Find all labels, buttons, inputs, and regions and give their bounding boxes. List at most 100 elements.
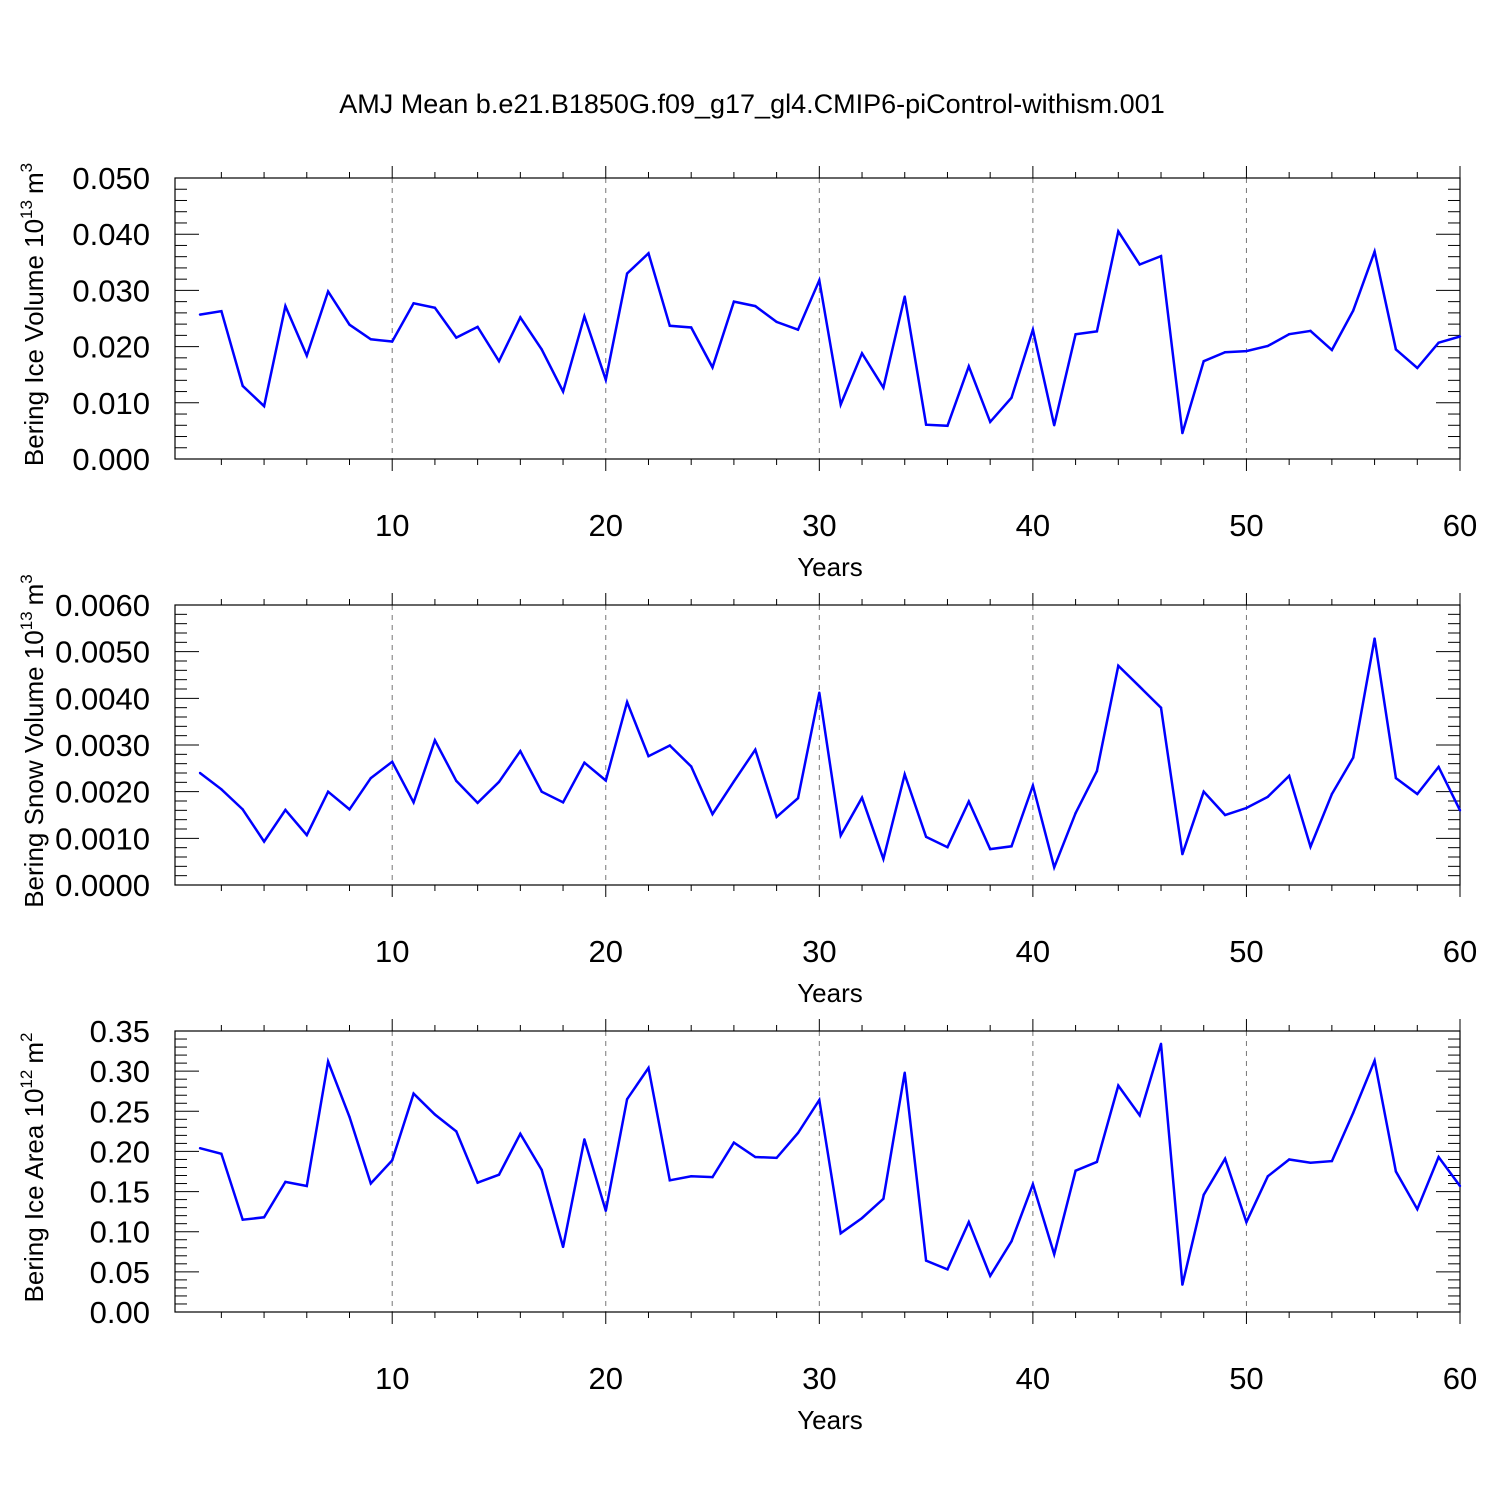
data-point	[1223, 813, 1227, 817]
y-axis-label-ylabel-exp: 13	[17, 200, 36, 219]
y-axis-label-ylabel-main: Bering Snow Volume 10	[19, 630, 49, 908]
data-point	[1287, 1158, 1291, 1161]
data-point	[369, 1182, 373, 1185]
series-line	[199, 638, 1462, 872]
data-point	[924, 835, 928, 839]
data-point	[604, 779, 607, 782]
x-tick-label: 10	[375, 508, 409, 543]
y-axis-label: Bering Ice Area 1012 m2	[17, 1033, 49, 1303]
x-tick-label: 10	[375, 934, 409, 969]
data-point	[860, 1216, 864, 1220]
data-point	[1330, 348, 1334, 352]
y-tick-label: 0.030	[72, 273, 150, 308]
data-point	[1159, 254, 1163, 258]
x-tick-label: 30	[802, 934, 836, 969]
data-point	[967, 365, 971, 368]
data-point	[220, 1152, 223, 1156]
data-point	[369, 776, 373, 780]
data-point	[689, 765, 693, 768]
x-tick-label: 20	[589, 508, 623, 543]
data-point	[818, 691, 821, 694]
data-point	[1223, 351, 1227, 354]
data-point	[476, 1181, 479, 1184]
y-tick-label: 0.15	[90, 1175, 150, 1210]
x-tick-label: 50	[1229, 934, 1263, 969]
data-point	[1202, 790, 1205, 793]
x-tick-label: 30	[802, 508, 836, 543]
data-point	[348, 808, 351, 811]
data-point	[1458, 809, 1462, 812]
snow-volume-panel: 10 20 30 40 50 60 0.0000 0.0010 0.0020 0.0030 0.00…	[17, 574, 1477, 1008]
x-tick-label: 20	[589, 934, 623, 969]
y-tick-label: 0.0020	[55, 775, 150, 810]
data-point	[754, 304, 757, 308]
data-point	[198, 771, 202, 775]
x-tick-label: 60	[1443, 508, 1477, 543]
data-point	[1352, 1111, 1355, 1115]
data-point	[348, 323, 351, 326]
y-tick-label: 0.10	[90, 1215, 150, 1250]
data-point	[647, 755, 650, 758]
data-point	[391, 1159, 394, 1162]
data-point	[604, 1209, 607, 1213]
data-point	[711, 366, 714, 369]
chart-title: AMJ Mean b.e21.B1850G.f09_g17_gl4.CMIP6-…	[339, 89, 1164, 119]
data-point	[284, 808, 287, 812]
data-point	[220, 309, 223, 313]
y-tick-label: 0.20	[90, 1134, 150, 1169]
data-point	[391, 760, 394, 763]
data-point	[796, 1131, 800, 1135]
data-point	[689, 1175, 693, 1178]
x-tick-label: 40	[1016, 508, 1050, 543]
data-point	[476, 325, 479, 329]
y-tick-label: 0.0030	[55, 728, 150, 763]
data-point	[1181, 431, 1184, 435]
data-point	[1031, 328, 1035, 331]
x-tick-label: 60	[1443, 934, 1477, 969]
data-point	[818, 279, 821, 282]
data-point	[1053, 1252, 1056, 1256]
plot-frame	[174, 177, 1461, 460]
data-point	[1245, 806, 1248, 810]
data-point	[1287, 774, 1291, 777]
data-point	[1330, 1159, 1334, 1163]
data-point	[668, 744, 672, 747]
data-point	[1266, 344, 1269, 348]
x-tick-label: 30	[802, 1361, 836, 1396]
data-point	[1437, 765, 1440, 769]
data-point	[1117, 230, 1120, 233]
y-tick-label: 0.0040	[55, 681, 150, 716]
y-axis-label-ylabel-exp: 13	[17, 611, 36, 630]
data-point	[519, 749, 522, 753]
x-axis-label: Years	[797, 552, 863, 582]
data-point	[796, 797, 800, 800]
y-axis-label-ylabel-unit-exp: 3	[17, 163, 36, 172]
data-point	[305, 354, 308, 357]
ice-volume-panel: 10 20 30 40 50 60 0.000 0.010 0.020 0.030 0.040 0.0…	[17, 161, 1477, 582]
data-point	[1138, 263, 1141, 266]
x-tick-label: 40	[1016, 934, 1050, 969]
data-point	[625, 1098, 629, 1101]
data-point	[882, 386, 885, 389]
data-point	[988, 1274, 992, 1278]
data-point	[412, 801, 415, 804]
data-point	[262, 1216, 266, 1219]
data-point	[604, 378, 607, 381]
x-tick-label: 60	[1443, 1361, 1477, 1396]
y-tick-label: 0.000	[72, 442, 150, 477]
y-tick-label: 0.0060	[55, 588, 150, 623]
data-point	[284, 1180, 287, 1184]
data-point	[1138, 1114, 1141, 1117]
data-point	[967, 800, 971, 803]
data-point	[262, 840, 266, 843]
y-axis-label-ylabel-unit: m	[19, 172, 49, 194]
data-point	[391, 340, 394, 343]
y-axis-label-ylabel-main: Bering Ice Area 10	[19, 1089, 49, 1303]
data-point	[326, 1060, 330, 1063]
x-tick-label: 40	[1016, 1361, 1050, 1396]
data-point	[455, 779, 458, 783]
data-point	[1181, 1283, 1184, 1286]
data-point	[1202, 360, 1205, 363]
x-axis-label: Years	[797, 1405, 863, 1435]
data-point	[497, 780, 501, 784]
